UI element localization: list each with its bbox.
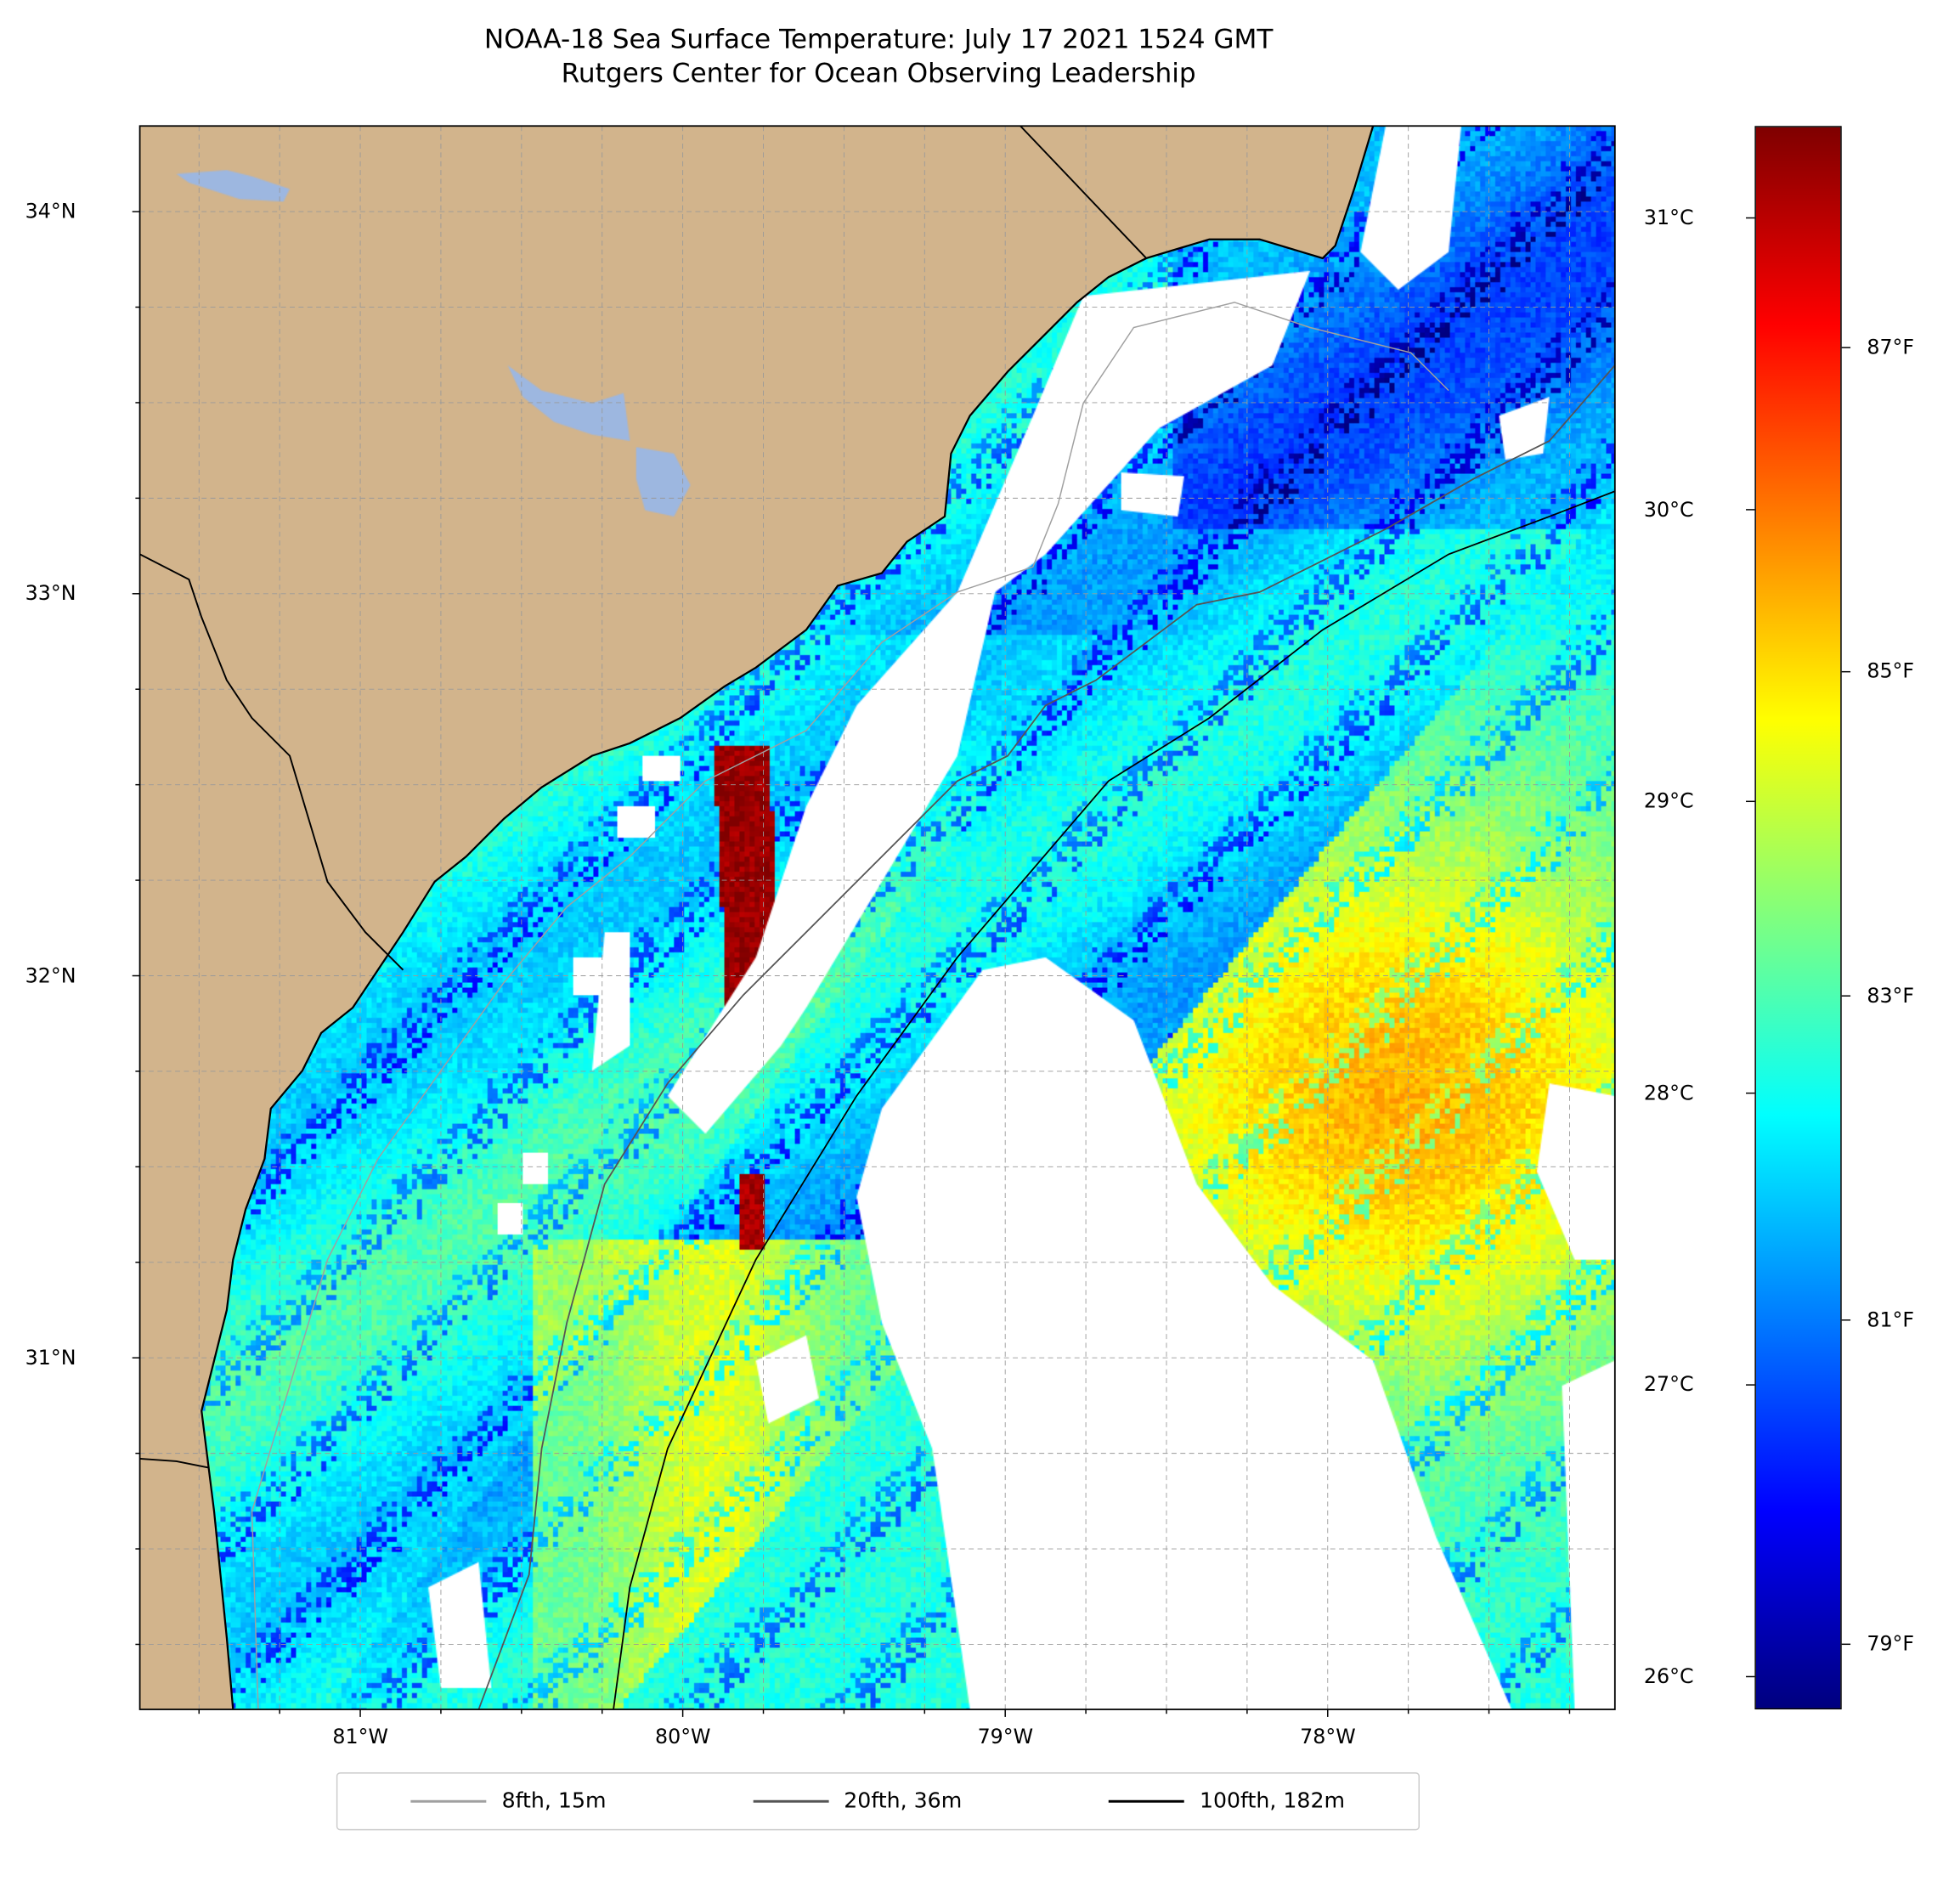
lat-tick-label: 33°N bbox=[25, 580, 76, 606]
isobath-20fth bbox=[477, 364, 1615, 1710]
colorbar-fahrenheit-label: 79°F bbox=[1867, 1631, 1915, 1656]
gridlines bbox=[139, 126, 1615, 1710]
legend: 8fth, 15m 20fth, 36m 100fth, 182m bbox=[336, 1772, 1421, 1831]
colorbar-celsius-label: 28°C bbox=[1643, 1080, 1694, 1105]
colorbar-fahrenheit-label: 83°F bbox=[1867, 983, 1915, 1008]
lat-tick-label: 32°N bbox=[25, 963, 76, 987]
lon-tick-label: 81°W bbox=[332, 1724, 388, 1748]
legend-item: 20fth, 36m bbox=[753, 1788, 962, 1814]
legend-label: 100fth, 182m bbox=[1199, 1788, 1346, 1815]
isobath-8fth bbox=[251, 302, 1449, 1710]
map-lines bbox=[139, 126, 1615, 1710]
isobath-100fth bbox=[613, 490, 1615, 1710]
colorbar-fahrenheit-label: 85°F bbox=[1867, 658, 1915, 684]
colorbar bbox=[1754, 126, 1842, 1710]
colorbar-fahrenheit-label: 87°F bbox=[1867, 335, 1915, 359]
legend-line-swatch bbox=[753, 1799, 829, 1803]
lon-tick-label: 79°W bbox=[977, 1724, 1034, 1748]
colorbar-fahrenheit-label: 81°F bbox=[1867, 1307, 1915, 1332]
state-boundary bbox=[139, 553, 404, 971]
colorbar-celsius-label: 31°C bbox=[1643, 205, 1694, 229]
colorbar-celsius-label: 30°C bbox=[1643, 497, 1694, 522]
title-line-2: Rutgers Center for Ocean Observing Leade… bbox=[561, 58, 1196, 88]
colorbar-celsius-label: 29°C bbox=[1643, 788, 1694, 813]
map-frame bbox=[138, 125, 1616, 1710]
lon-tick-label: 78°W bbox=[1300, 1724, 1356, 1748]
legend-line-swatch bbox=[1109, 1799, 1185, 1803]
coastline bbox=[201, 126, 1375, 1710]
lon-tick-label: 80°W bbox=[655, 1724, 711, 1748]
state-boundary bbox=[1020, 126, 1147, 259]
legend-item: 8fth, 15m bbox=[410, 1788, 607, 1815]
lat-tick-label: 34°N bbox=[25, 199, 76, 223]
legend-line-swatch bbox=[410, 1799, 487, 1803]
legend-item: 100fth, 182m bbox=[1109, 1788, 1345, 1814]
state-boundary bbox=[139, 1458, 208, 1469]
colorbar-celsius-label: 26°C bbox=[1643, 1664, 1694, 1688]
colorbar-celsius-label: 27°C bbox=[1643, 1372, 1694, 1397]
legend-label: 20fth, 36m bbox=[844, 1788, 963, 1815]
sst-map-raster bbox=[139, 126, 1615, 1710]
axis-ticks bbox=[132, 211, 1851, 1717]
legend-label: 8fth, 15m bbox=[501, 1788, 607, 1815]
lat-tick-label: 31°N bbox=[25, 1345, 76, 1370]
title-line-1: NOAA-18 Sea Surface Temperature: July 17… bbox=[483, 24, 1274, 54]
